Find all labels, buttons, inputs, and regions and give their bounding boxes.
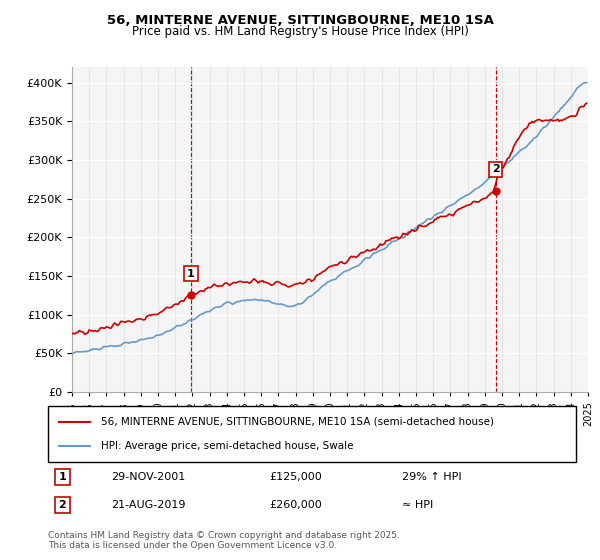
Text: Price paid vs. HM Land Registry's House Price Index (HPI): Price paid vs. HM Land Registry's House … [131,25,469,38]
Text: 2: 2 [492,164,500,174]
Text: ≈ HPI: ≈ HPI [402,500,433,510]
Text: 2: 2 [59,500,67,510]
FancyBboxPatch shape [48,406,576,462]
Text: 1: 1 [59,472,67,482]
Text: 56, MINTERNE AVENUE, SITTINGBOURNE, ME10 1SA (semi-detached house): 56, MINTERNE AVENUE, SITTINGBOURNE, ME10… [101,417,494,427]
Text: 56, MINTERNE AVENUE, SITTINGBOURNE, ME10 1SA: 56, MINTERNE AVENUE, SITTINGBOURNE, ME10… [107,14,493,27]
Text: 21-AUG-2019: 21-AUG-2019 [112,500,186,510]
Text: £125,000: £125,000 [270,472,323,482]
Text: Contains HM Land Registry data © Crown copyright and database right 2025.
This d: Contains HM Land Registry data © Crown c… [48,530,400,550]
Text: 29-NOV-2001: 29-NOV-2001 [112,472,185,482]
Text: 29% ↑ HPI: 29% ↑ HPI [402,472,461,482]
Text: 1: 1 [187,269,195,279]
Text: HPI: Average price, semi-detached house, Swale: HPI: Average price, semi-detached house,… [101,441,353,451]
Text: £260,000: £260,000 [270,500,323,510]
